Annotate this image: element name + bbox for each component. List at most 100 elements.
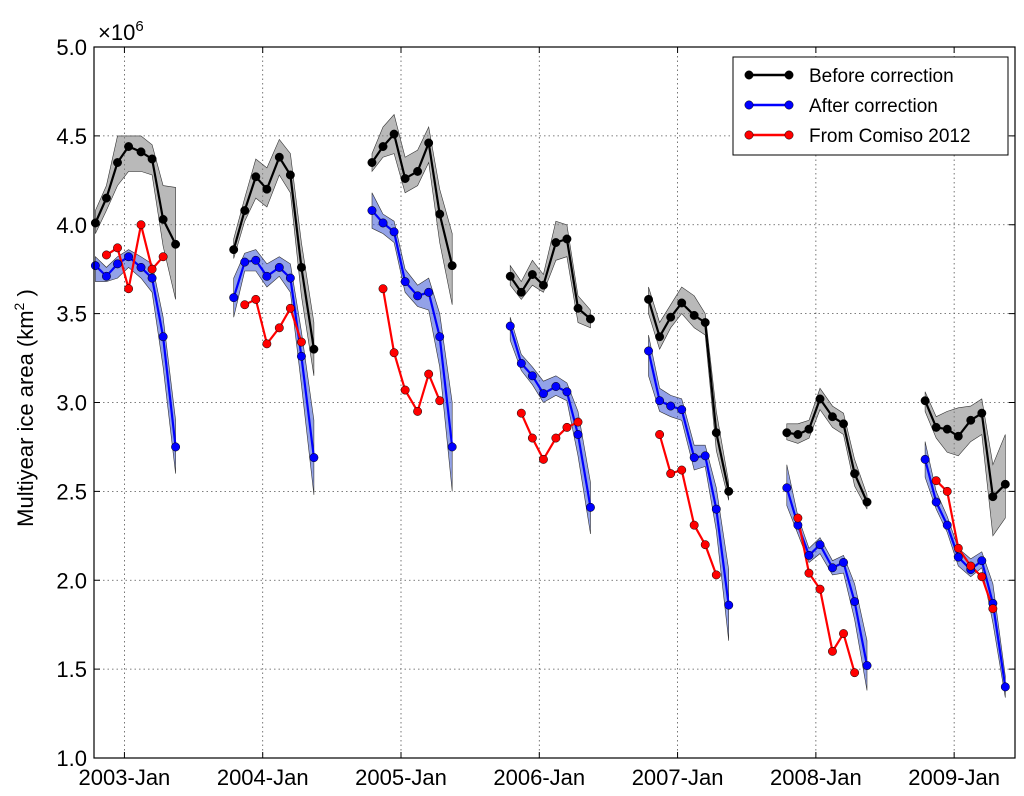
x-tick-label: 2005-Jan	[355, 765, 447, 790]
from-comiso-2012-point	[655, 430, 665, 439]
after-correction-point	[724, 600, 734, 610]
after-correction-point	[251, 255, 261, 265]
after-correction-point	[147, 273, 157, 283]
before-correction-point	[147, 154, 157, 164]
after-correction-point	[1000, 682, 1010, 692]
before-correction-point	[378, 142, 388, 151]
after-correction-point	[666, 401, 676, 411]
after-correction-point	[815, 540, 825, 550]
before-correction-band	[509, 220, 591, 329]
from-comiso-2012-point	[113, 243, 122, 253]
after-correction-point	[413, 291, 423, 301]
after-correction-point	[977, 556, 987, 566]
after-correction-point	[804, 550, 814, 560]
y-multiplier-exponent: 6	[135, 18, 143, 35]
from-comiso-2012-point	[413, 406, 423, 416]
before-correction-point	[793, 430, 803, 439]
from-comiso-2012-point	[400, 385, 410, 395]
from-comiso-2012-point	[551, 433, 561, 443]
legend-marker-from-comiso-2012	[784, 130, 794, 140]
after-correction-point	[828, 563, 837, 573]
after-correction-point	[953, 552, 963, 562]
before-correction-band	[924, 391, 1006, 537]
legend-marker-from-comiso-2012	[744, 130, 754, 140]
x-tick-label: 2004-Jan	[217, 765, 309, 790]
legend-label-from-comiso-2012: From Comiso 2012	[809, 126, 971, 147]
from-comiso-2012-point	[689, 520, 699, 530]
after-correction-point	[158, 332, 168, 342]
before-correction-point	[966, 415, 976, 425]
axis-ticks	[94, 46, 1015, 759]
before-correction-point	[655, 332, 665, 342]
before-correction-point	[158, 214, 168, 224]
after-correction-point	[711, 504, 721, 514]
from-comiso-2012-line	[796, 517, 856, 674]
after-correction-point	[505, 321, 515, 331]
before-correction-point	[920, 396, 930, 406]
from-comiso-2012-point	[966, 561, 976, 571]
legend-label-before-correction: Before correction	[809, 66, 954, 87]
before-correction-point	[90, 218, 100, 228]
before-correction-point	[389, 129, 399, 139]
before-correction-point	[804, 424, 814, 434]
after-correction-point	[124, 252, 134, 262]
after-correction-point	[700, 451, 710, 461]
from-comiso-2012-point	[389, 348, 399, 358]
after-correction-point	[516, 358, 526, 368]
x-tick-label: 2009-Jan	[908, 765, 1000, 790]
after-correction-band	[786, 464, 868, 691]
before-correction-point	[447, 261, 457, 271]
before-correction-point	[113, 158, 122, 167]
from-comiso-2012-point	[711, 570, 721, 580]
before-correction-point	[229, 245, 239, 255]
y-tick-label: 3.5	[56, 302, 87, 327]
x-tick-label: 2003-Jan	[79, 765, 171, 790]
after-correction-point	[424, 287, 434, 297]
before-correction-point	[296, 262, 306, 272]
before-correction-point	[931, 422, 941, 432]
from-comiso-2012-point	[124, 284, 134, 294]
before-correction-point	[711, 428, 721, 438]
before-correction-point	[573, 303, 583, 313]
series-lines	[94, 131, 1007, 688]
before-correction-point	[262, 184, 272, 194]
after-correction-point	[90, 261, 100, 271]
from-comiso-2012-line	[935, 479, 994, 610]
after-correction-point	[931, 497, 941, 507]
x-tick-label: 2008-Jan	[770, 765, 862, 790]
after-correction-point	[447, 442, 457, 452]
before-correction-point	[527, 270, 537, 279]
after-correction-band	[95, 249, 176, 474]
y-tick-label: 4.5	[56, 124, 87, 149]
before-correction-point	[677, 298, 687, 308]
from-comiso-2012-point	[527, 433, 537, 443]
from-comiso-2012-point	[804, 568, 814, 578]
before-correction-point	[586, 314, 595, 324]
before-correction-point	[309, 344, 319, 354]
before-correction-point	[689, 310, 699, 320]
from-comiso-2012-point	[793, 513, 803, 523]
from-comiso-2012-point	[953, 543, 963, 553]
after-correction-point	[400, 277, 410, 287]
before-correction-point	[644, 294, 653, 304]
axis-labels: 1.0 1.5 2.0 2.5 3.0 3.5 4.0 4.5 5.0 2003-Jan 2004-…	[56, 35, 1000, 790]
from-comiso-2012-point	[147, 264, 157, 274]
y-tick-label: 2.5	[56, 479, 87, 504]
y-multiplier-base: ×10	[98, 20, 135, 45]
before-correction-point	[724, 486, 734, 496]
before-correction-point	[251, 172, 261, 182]
after-correction-point	[285, 273, 295, 283]
before-correction-line	[94, 145, 177, 245]
from-comiso-2012-point	[274, 323, 284, 333]
from-comiso-2012-point	[262, 339, 272, 349]
after-correction-point	[538, 389, 548, 399]
before-correction-point	[551, 238, 561, 247]
after-correction-point	[850, 597, 860, 607]
y-tick-label: 1.5	[56, 657, 87, 682]
legend-label-after-correction: After correction	[809, 96, 938, 117]
before-correction-point	[505, 271, 515, 281]
from-comiso-2012-point	[562, 422, 572, 432]
y-axis-label-suffix: )	[13, 289, 38, 302]
from-comiso-2012-point	[424, 369, 434, 379]
